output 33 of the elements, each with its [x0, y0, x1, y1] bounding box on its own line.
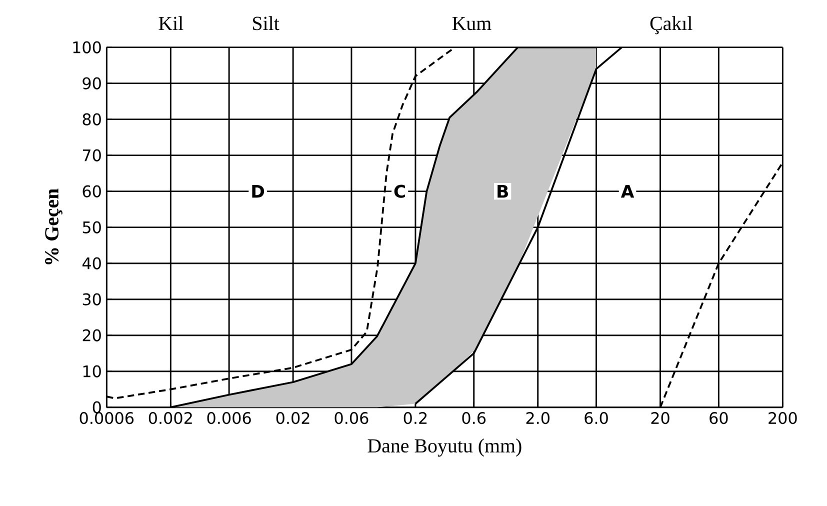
text: Kum: [452, 16, 492, 30]
y-tick-label: 0: [92, 401, 101, 414]
annotation: C: [394, 184, 406, 198]
x-axis-title: Dane Boyutu (mm): [368, 438, 522, 457]
y-tick-label: 100: [73, 41, 101, 54]
text: Kil: [158, 16, 184, 30]
x-tick-label: 0.6: [462, 412, 486, 424]
x-tick-label: 0.006: [207, 412, 251, 424]
x-tick-label: 2.0: [526, 412, 550, 424]
y-tick-label: 90: [82, 77, 101, 90]
y-tick-label: 70: [82, 149, 101, 162]
y-tick-label: 10: [83, 365, 101, 378]
y-axis-title: % Geçen: [45, 188, 62, 264]
y-tick-label: 30: [82, 293, 101, 306]
x-tick-label: 60: [710, 412, 728, 424]
text: Silt: [253, 16, 280, 30]
x-tick-label: 0.02: [276, 412, 310, 424]
x-tick-label: 6.0: [584, 412, 608, 424]
annotation: B: [498, 185, 508, 198]
y-tick-label: 80: [82, 113, 101, 126]
x-tick-label: 0.0006: [80, 412, 134, 424]
text: Çakıl: [650, 16, 692, 34]
y-tick-label: 20: [82, 329, 101, 342]
y-tick-label: 50: [82, 221, 101, 234]
x-tick-label: 0.002: [148, 412, 192, 424]
y-tick-label: 60: [82, 185, 101, 198]
x-tick-label: 0.2: [404, 412, 427, 424]
annotation: D: [252, 185, 264, 198]
x-tick-label: 200: [768, 412, 797, 424]
annotation: A: [620, 185, 634, 198]
x-tick-label: 20: [651, 412, 670, 424]
y-tick-label: 40: [82, 257, 101, 270]
x-tick-label: 0.06: [334, 412, 368, 424]
